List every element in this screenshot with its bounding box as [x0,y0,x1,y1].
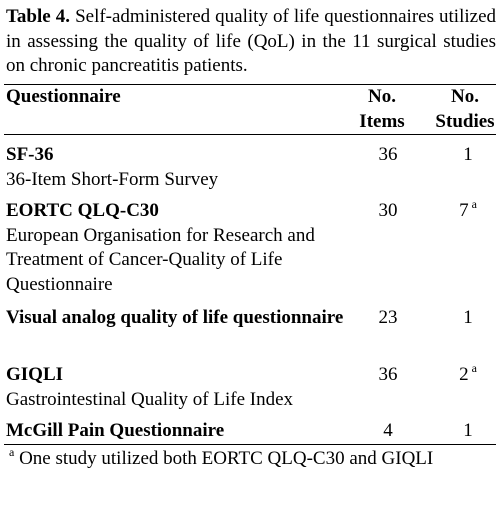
questionnaire-description: 36-Item Short-Form Survey [6,168,219,190]
table-row: GIQLI Gastrointestinal Quality of Life In… [6,361,500,412]
items-count: 36 [378,144,398,165]
items-count: 4 [383,420,393,441]
footnote: a One study utilized both EORTC QLQ-C30 … [6,445,494,472]
header: Questionnaire [6,86,121,107]
caption-text: Self-administered quality of life questi… [6,6,497,76]
header-line: Items [359,110,405,132]
rule [4,134,496,135]
items-count: 23 [378,307,398,328]
studies-cell: 1 [436,306,500,331]
questionnaire-name: Visual analog quality of life questionna… [6,307,344,328]
studies-count: 1 [463,307,473,328]
table-row: Visual analog quality of life questionna… [6,306,500,331]
header-line: Studies [435,110,495,132]
table-row: SF-36 36-Item Short-Form Survey 36 1 [6,143,500,192]
items-count: 36 [378,364,398,385]
caption: Table 4. Self-administered quality of li… [6,5,496,79]
studies-cell: 1 [436,419,500,444]
rule [4,84,496,85]
caption-label: Table 4. [6,6,71,27]
note-marker: a [471,361,477,375]
footnote-marker: a [9,445,15,459]
header: No. Items [350,85,414,134]
items-count: 30 [378,200,398,221]
questionnaire-name: EORTC QLQ-C30 [6,200,159,221]
table-row: EORTC QLQ-C30 European Organisation for R… [6,197,500,297]
note-marker: a [471,197,477,211]
questionnaire-name: SF-36 [6,144,54,165]
studies-cell: 1 [436,143,500,168]
studies-count: 1 [463,420,473,441]
questionnaire-description: European Organisation for Research and T… [6,224,315,295]
studies-count: 7 [459,200,469,221]
header: No. Studies [430,85,500,134]
questionnaire-description: Gastrointestinal Quality of Life Index [6,388,294,410]
questionnaire-name: GIQLI [6,364,64,385]
studies-count: 1 [463,144,473,165]
questionnaire-name: McGill Pain Questionnaire [6,420,225,441]
header-line: No. [368,86,396,107]
studies-count: 2 [459,364,469,385]
footnote-text: One study utilized both EORTC QLQ-C30 an… [19,448,434,469]
header-line: No. [451,86,479,107]
table-row: McGill Pain Questionnaire 4 1 [6,419,500,444]
rule [4,444,496,445]
